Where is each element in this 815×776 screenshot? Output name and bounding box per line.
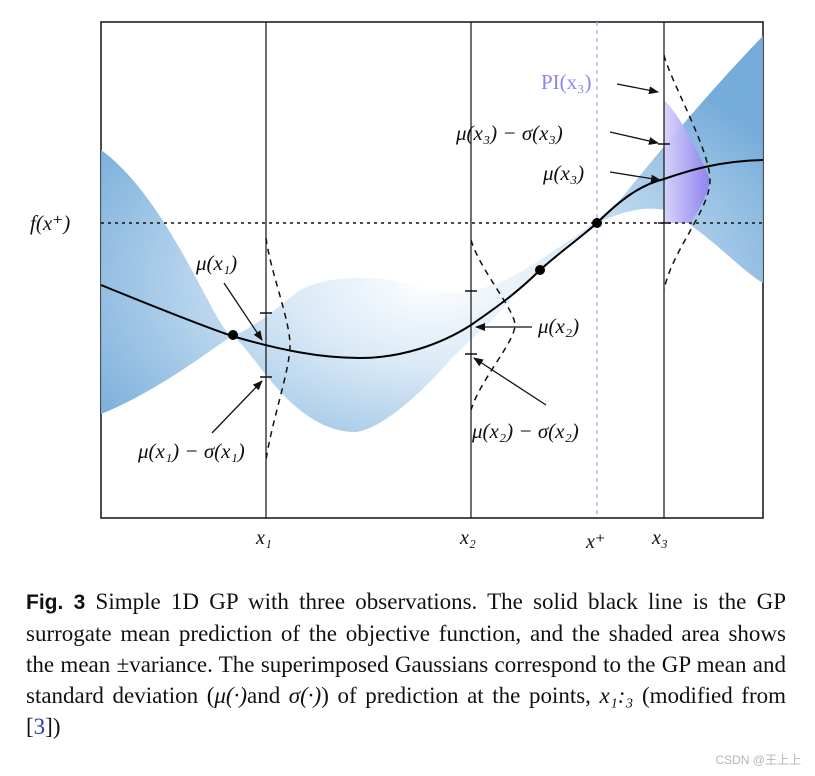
caption-reference-link[interactable]: 3 (33, 714, 46, 739)
observation-point-3 (592, 218, 602, 228)
arrow-mu-x3 (609, 171, 661, 183)
arrow-mu-x1 (223, 282, 263, 341)
caption-text-and: and (246, 683, 289, 708)
caption-text-1: Simple 1D GP with three observations. Th… (26, 589, 787, 708)
observation-point-2 (535, 265, 545, 275)
gaussian-x3 (663, 54, 711, 291)
pi-region (664, 100, 710, 223)
label-mu-x1-minus-sigma: μ(x₁) − σ(x₁) (137, 439, 245, 463)
caption-text-4: ]) (45, 714, 61, 739)
gp-figure: f(x⁺) μ(x₁) μ(x₁) − σ(x₁) μ(x₂) μ(x₂) − … (30, 21, 764, 553)
caption-label: Fig. 3 (26, 591, 86, 614)
watermark: CSDN @王上上 (715, 753, 801, 767)
label-f-x-plus: f(x⁺) (30, 211, 70, 235)
label-mu-x2-minus-sigma: μ(x₂) − σ(x₂) (471, 419, 579, 443)
label-pi-x3: PI(x₃) (541, 70, 591, 94)
arrow-mu-x2-minus-sigma (473, 357, 547, 406)
caption-text-2: ) of prediction at the points, (321, 683, 600, 708)
tick-x1: x₁ (255, 527, 272, 549)
label-mu-x3: μ(x₃) (542, 161, 584, 185)
label-mu-x1: μ(x₁) (195, 251, 237, 275)
caption-text-3: (modified from [ (26, 683, 786, 739)
gaussian-x1 (265, 237, 291, 461)
caption-points: x₁:₃ (599, 683, 634, 708)
observation-point-1 (228, 330, 238, 340)
caption-sigma: σ(·) (288, 683, 322, 708)
tick-x3: x₃ (651, 527, 668, 549)
tick-x-plus: x⁺ (585, 531, 605, 553)
tick-x2: x₂ (459, 527, 476, 549)
label-mu-x2: μ(x₂) (537, 314, 579, 338)
arrow-pi-x3 (616, 83, 659, 95)
figure-caption: Fig. 3 Simple 1D GP with three observati… (26, 586, 786, 742)
arrow-mu-x1-minus-sigma (211, 380, 263, 434)
caption-mu: μ(·) (214, 683, 247, 708)
arrow-mu-x3-minus-sigma (609, 131, 659, 145)
label-mu-x3-minus-sigma: μ(x₃) − σ(x₃) (455, 121, 563, 145)
